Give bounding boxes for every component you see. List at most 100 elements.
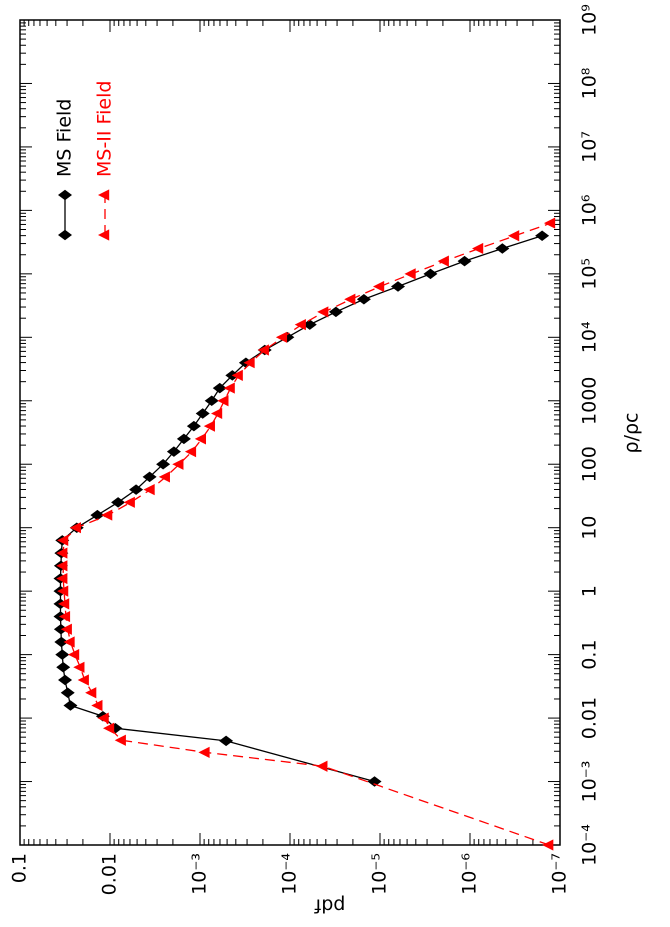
diamond-marker [302, 319, 317, 330]
diamond-marker [111, 497, 126, 508]
triangle-marker [57, 585, 69, 597]
triangle-marker [77, 674, 89, 686]
triangle-marker [223, 382, 235, 394]
x-tick-label: 1000 [579, 377, 601, 425]
triangle-marker [217, 395, 229, 407]
triangle-marker [85, 687, 97, 699]
triangle-marker [316, 760, 328, 772]
x-axis-label: ρ/ρc [621, 413, 643, 454]
triangle-marker [91, 699, 103, 712]
rotated-plot: ρ/ρc pdf 10⁻⁴ 10⁻³ 0.01 0.1 1 10 100 1000 10⁴ 10⁵… [9, 4, 643, 916]
diamond-marker [58, 674, 73, 686]
y-tick-label: 0.01 [99, 853, 121, 895]
triangle-marker [437, 255, 449, 267]
triangle-marker [97, 712, 109, 724]
x-tick-label: 10⁴ [579, 321, 601, 353]
triangle-marker [243, 357, 255, 369]
triangle-marker [344, 293, 356, 305]
diamond-marker [166, 446, 181, 457]
diamond-marker [55, 649, 70, 660]
y-tick-label: 10⁻⁵ [369, 853, 391, 895]
diamond-marker [423, 268, 438, 280]
triangle-marker [172, 458, 184, 470]
x-tick-label: 10⁵ [579, 258, 601, 290]
triangle-marker [294, 319, 306, 331]
triangle-marker [114, 734, 126, 746]
y-tick-label: 0.1 [9, 853, 31, 883]
triangle-marker [67, 649, 80, 661]
diamond-marker [328, 306, 343, 318]
x-tick-label: 10⁻³ [579, 761, 601, 803]
x-tick-label: 0.01 [579, 697, 601, 739]
triangle-marker [57, 534, 69, 546]
diamond-marker [176, 433, 191, 445]
x-tick-label: 100 [579, 446, 601, 482]
triangle-marker [508, 230, 520, 242]
diamond-marker [63, 700, 78, 711]
x-tick-label: 10⁸ [579, 68, 601, 100]
triangle-marker [404, 268, 416, 280]
triangle-marker [472, 242, 484, 255]
diamond-marker [186, 420, 201, 432]
diamond-marker [204, 395, 219, 407]
triangle-marker [373, 280, 385, 293]
x-tick-label: 10⁷ [579, 131, 601, 163]
triangle-marker [543, 217, 556, 229]
y-tick-label: 10⁻³ [189, 853, 211, 895]
triangle-marker [123, 496, 135, 508]
legend-marker [98, 229, 110, 241]
diamond-marker [390, 281, 405, 292]
triangle-marker [56, 560, 68, 572]
x-tick-label: 1 [579, 585, 601, 597]
series-line [59, 235, 543, 783]
diamond-marker [212, 382, 227, 394]
diamond-marker [219, 735, 234, 747]
legend-label: MS-II Field [94, 81, 116, 177]
diamond-marker [356, 293, 371, 305]
legend-marker [58, 189, 72, 201]
triangle-marker [58, 598, 70, 610]
diamond-marker [156, 458, 171, 470]
triangle-marker [56, 572, 68, 585]
triangle-marker [198, 746, 210, 758]
triangle-marker [73, 661, 85, 673]
diamond-marker [495, 243, 510, 254]
triangle-marker [317, 306, 329, 318]
x-tick-label: 0.1 [579, 640, 601, 670]
diamond-marker [54, 636, 69, 648]
diamond-marker [129, 484, 144, 495]
x-tick-label: 10 [579, 516, 601, 540]
triangle-marker [257, 344, 269, 356]
diamond-marker [535, 230, 550, 242]
triangle-marker [101, 509, 113, 521]
diamond-marker [457, 255, 472, 267]
series-line [62, 222, 552, 846]
triangle-marker [69, 522, 81, 534]
triangle-marker [231, 369, 243, 381]
y-tick-label: 10⁻⁶ [459, 853, 481, 895]
triangle-marker [203, 420, 215, 432]
x-tick-label: 10⁻⁴ [579, 824, 601, 866]
x-tick-label: 10⁹ [579, 4, 601, 36]
triangle-marker [194, 433, 206, 445]
triangle-marker [56, 547, 68, 559]
triangle-marker [184, 446, 197, 458]
triangle-marker [542, 839, 554, 851]
diamond-marker [142, 471, 157, 483]
triangle-marker [58, 610, 71, 623]
y-tick-label: 10⁻⁴ [279, 853, 301, 895]
y-tick-label: 10⁻⁷ [549, 853, 571, 895]
y-axis-label: pdf [313, 895, 345, 917]
legend-label: MS Field [54, 99, 76, 177]
triangle-marker [158, 471, 170, 483]
legend-marker [98, 189, 110, 201]
x-tick-label: 10⁶ [579, 194, 601, 226]
triangle-marker [275, 331, 288, 343]
triangle-marker [210, 407, 223, 420]
triangle-marker [63, 636, 75, 648]
legend-marker [58, 229, 72, 241]
diamond-marker [56, 662, 71, 673]
triangle-marker [60, 623, 72, 635]
diamond-marker [195, 408, 210, 419]
